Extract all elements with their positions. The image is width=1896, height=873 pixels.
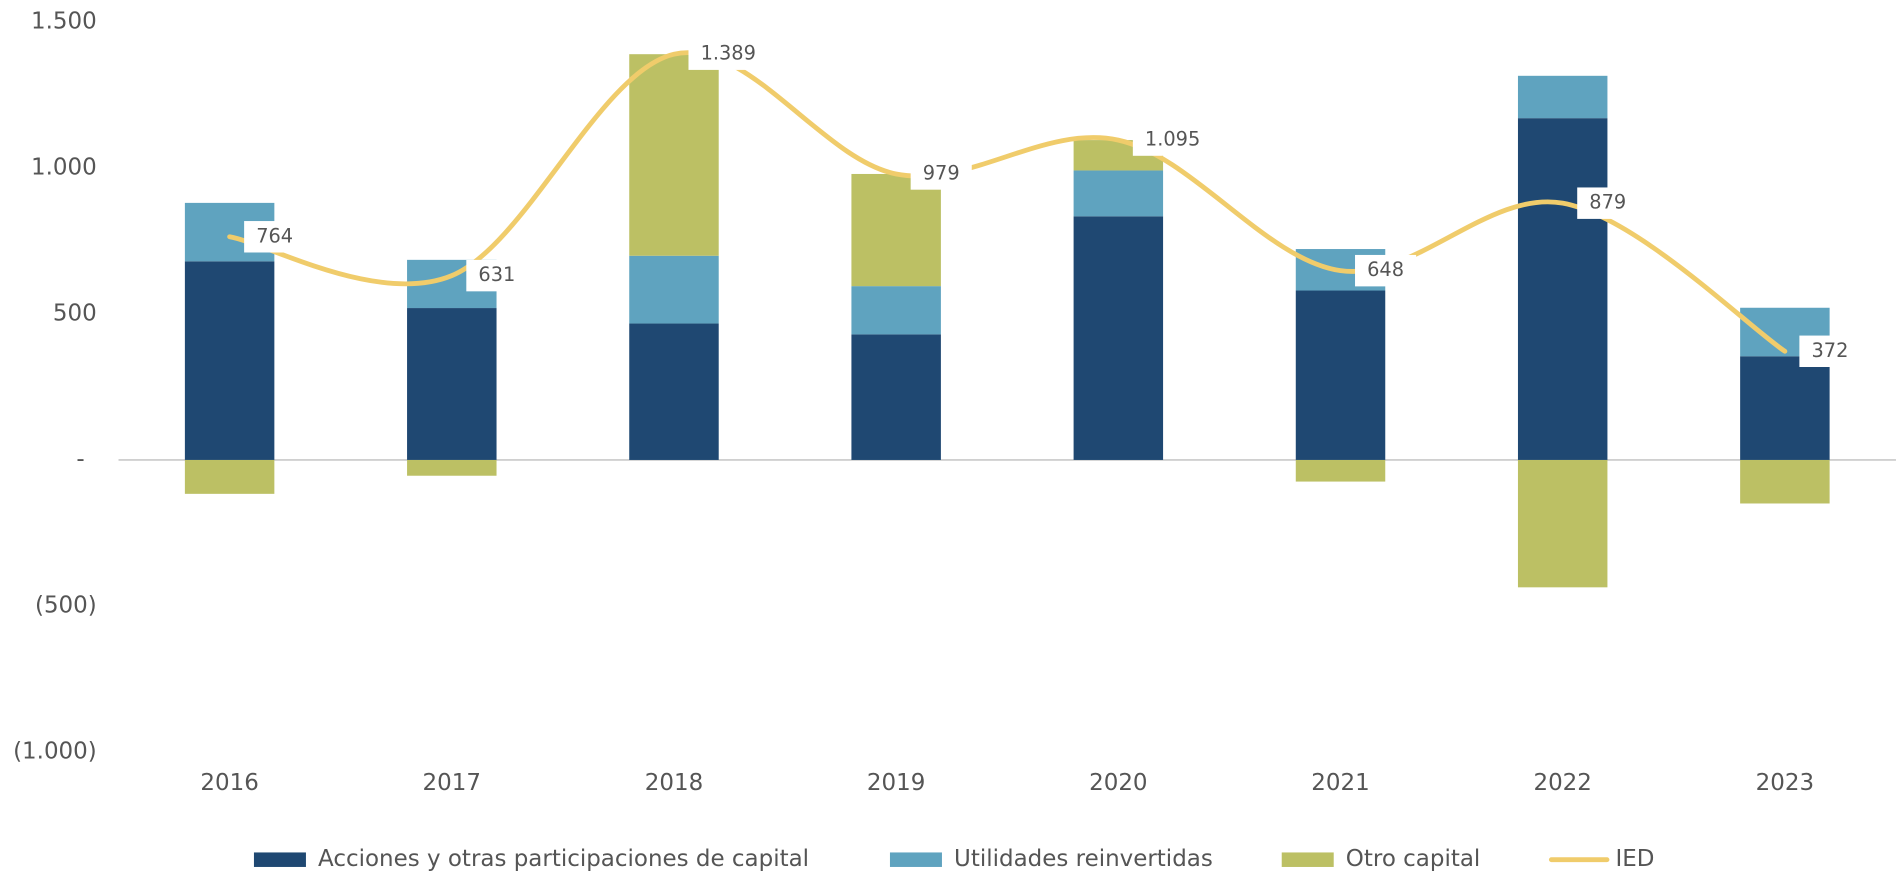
bar-segment	[851, 173, 941, 287]
y-tick-label: -	[76, 446, 84, 472]
x-tick-label: 2022	[1533, 770, 1591, 796]
data-label: 631	[478, 263, 515, 286]
data-label-bg	[910, 158, 972, 190]
bar-segment	[1073, 170, 1164, 217]
bar-segment	[1295, 459, 1386, 482]
data-label-bg	[466, 259, 528, 292]
data-label: 648	[1367, 258, 1404, 281]
y-tick-label: (1.000)	[13, 739, 97, 765]
data-label-bg	[1799, 335, 1861, 368]
x-tick-label: 2017	[423, 770, 481, 796]
x-tick-label: 2021	[1311, 770, 1369, 796]
data-label: 1.389	[701, 42, 756, 65]
legend-label: Acciones y otras participaciones de capi…	[318, 846, 809, 872]
x-tick-label: 2016	[200, 770, 258, 796]
bar-segment	[1295, 290, 1386, 460]
bar-segment	[1517, 118, 1608, 460]
legend-label: Otro capital	[1346, 846, 1481, 872]
bar-segment	[1517, 75, 1608, 119]
data-label-bg	[244, 221, 306, 253]
data-label: 879	[1589, 191, 1626, 214]
bar-segment	[184, 459, 275, 494]
legend-label: IED	[1615, 846, 1654, 872]
x-tick-label: 2018	[645, 770, 703, 796]
bar-segment	[407, 308, 497, 460]
data-label-bg	[1577, 187, 1639, 219]
legend-swatch	[253, 852, 306, 867]
bar-segment	[1517, 459, 1608, 588]
data-label-bg	[1132, 124, 1213, 156]
bar-segment	[629, 54, 719, 256]
y-tick-label: 1.500	[31, 8, 97, 34]
x-tick-label: 2019	[867, 770, 925, 796]
legend-label: Utilidades reinvertidas	[954, 846, 1213, 872]
x-tick-label: 2020	[1089, 770, 1147, 796]
line	[227, 50, 1788, 354]
data-label: 372	[1811, 339, 1848, 362]
bar-segment	[407, 459, 497, 476]
legend-swatch	[1281, 852, 1334, 867]
bar-segment	[1073, 216, 1164, 460]
data-label: 1.095	[1145, 128, 1200, 151]
data-label: 764	[256, 224, 293, 247]
bar-segment	[184, 261, 275, 460]
y-tick-label: 500	[53, 300, 97, 326]
y-tick-label: 1.000	[31, 154, 97, 180]
bar-segment	[1740, 459, 1830, 504]
data-label-bg	[688, 38, 769, 70]
legend-swatch	[889, 852, 942, 867]
bar-segment	[851, 334, 941, 460]
bar-segment	[851, 286, 941, 335]
bar-segment	[629, 255, 719, 324]
data-label-bg	[1355, 254, 1417, 287]
y-tick-label: (500)	[35, 593, 97, 619]
x-tick-label: 2023	[1756, 770, 1814, 796]
bar-segment	[1740, 356, 1830, 460]
data-label: 979	[923, 161, 960, 184]
bar-segment	[629, 323, 719, 460]
